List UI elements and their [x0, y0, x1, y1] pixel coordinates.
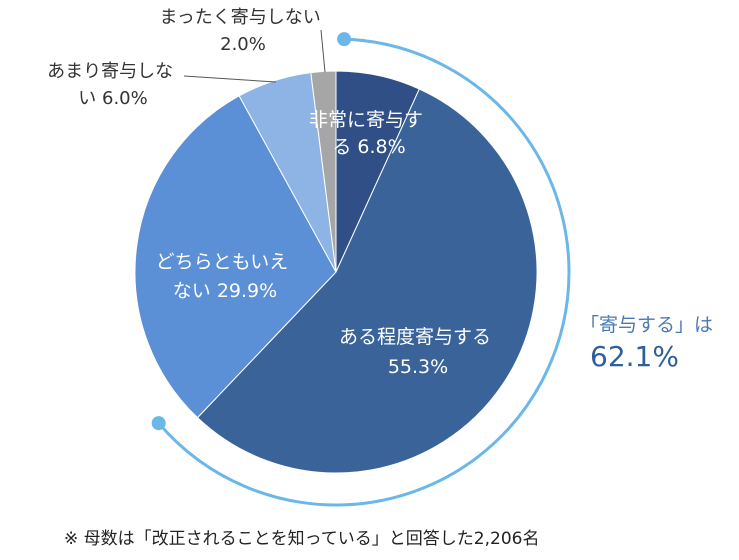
slice-label-very: 非常に寄与す る 6.8%	[309, 109, 429, 158]
slice-not-at-all	[310, 70, 337, 273]
callout-value: 62.1%	[590, 340, 679, 373]
highlight-arc	[157, 37, 571, 507]
slice-somewhat	[196, 88, 538, 474]
slice-neutral	[134, 95, 337, 419]
leader-line-not-at-all	[320, 29, 326, 73]
leader-lines	[183, 29, 326, 83]
leader-line-not-much	[183, 75, 277, 83]
slice-label-not-much: あまり寄与しな い 6.0%	[47, 61, 179, 109]
slice-label-somewhat: ある程度寄与する 55.3%	[339, 326, 497, 378]
slice-label-neutral: どちらともいえ ない 29.9%	[156, 251, 295, 302]
slice-label-not-at-all: まったく寄与しない 2.0%	[159, 7, 326, 55]
highlight-arc-start-dot	[337, 32, 352, 47]
highlight-arc-end-dot	[151, 416, 166, 431]
footnote: ※ 母数は「改正されることを知っている」と回答した2,206名	[64, 529, 539, 549]
pie-slices	[134, 70, 538, 474]
callout-label: 「寄与する」は	[580, 314, 713, 336]
